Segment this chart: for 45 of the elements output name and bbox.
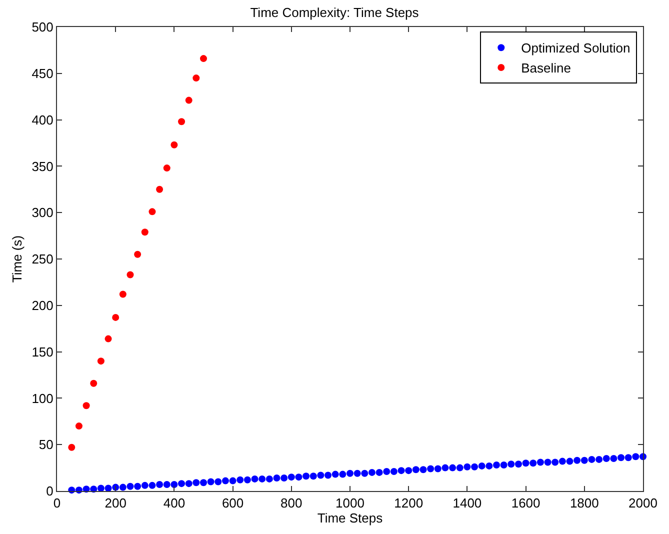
- x-tick-label: 1200: [394, 496, 424, 511]
- y-tick-label: 300: [32, 205, 54, 220]
- point: [75, 422, 82, 430]
- x-tick-label: 1000: [336, 496, 364, 511]
- x-tick-label: 1400: [452, 496, 482, 511]
- x-axis-title: Time Steps: [317, 510, 384, 526]
- chart-title: Time Complexity: Time Steps: [250, 5, 420, 20]
- x-tick-label: 600: [222, 496, 244, 511]
- point: [156, 186, 164, 193]
- y-tick-label: 100: [32, 390, 54, 406]
- y-tick-label: 150: [32, 344, 54, 360]
- y-tick-label: 250: [32, 252, 54, 267]
- point: [126, 271, 134, 278]
- x-tick-label: 1600: [511, 496, 540, 511]
- y-tick-label: 50: [38, 437, 54, 452]
- y-tick-label: 200: [32, 298, 54, 313]
- point: [185, 96, 192, 104]
- point: [90, 380, 98, 387]
- x-tick-label: 800: [280, 496, 302, 511]
- legend-label: Baseline: [521, 60, 572, 76]
- legend-label: Optimized Solution: [521, 40, 630, 56]
- point: [178, 118, 186, 126]
- point: [170, 141, 178, 148]
- point: [192, 74, 200, 82]
- y-tick-label: 450: [32, 66, 54, 81]
- point: [148, 208, 156, 216]
- y-tick-label: 500: [32, 20, 54, 35]
- point: [200, 55, 207, 62]
- x-tick-label: 400: [163, 496, 186, 511]
- x-tick-label: 200: [104, 496, 126, 511]
- point: [112, 314, 120, 321]
- y-axis-title: Time (s): [10, 235, 25, 283]
- point: [141, 228, 148, 236]
- x-tick-label: 2000: [628, 496, 658, 511]
- point: [97, 358, 104, 365]
- point: [68, 444, 76, 451]
- point: [163, 164, 170, 172]
- point: [82, 402, 90, 410]
- y-tick-label: 350: [32, 158, 54, 174]
- y-tick-label: 400: [32, 112, 54, 128]
- point: [119, 290, 126, 298]
- point: [104, 335, 112, 342]
- y-tick-label: 0: [46, 484, 54, 499]
- point: [134, 250, 142, 258]
- x-tick-label: 1800: [570, 496, 599, 511]
